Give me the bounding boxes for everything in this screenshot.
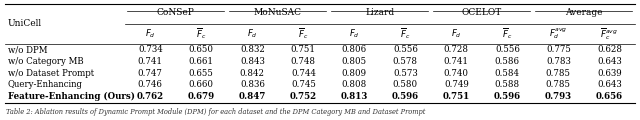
Text: $\overline{F}_c$: $\overline{F}_c$ <box>502 27 513 41</box>
Text: $F_d$: $F_d$ <box>145 28 156 40</box>
Text: 0.556: 0.556 <box>393 45 418 54</box>
Text: 0.813: 0.813 <box>340 92 368 101</box>
Text: 0.556: 0.556 <box>495 45 520 54</box>
Text: 0.762: 0.762 <box>137 92 164 101</box>
Text: 0.836: 0.836 <box>240 80 265 89</box>
Text: 0.809: 0.809 <box>342 69 367 78</box>
Text: 0.808: 0.808 <box>342 80 367 89</box>
Text: Feature-Enhancing (Ours): Feature-Enhancing (Ours) <box>8 92 134 101</box>
Text: w/o Dataset Prompt: w/o Dataset Prompt <box>8 69 94 78</box>
Text: w/o DPM: w/o DPM <box>8 45 47 54</box>
Text: 0.596: 0.596 <box>392 92 419 101</box>
Text: 0.785: 0.785 <box>546 80 571 89</box>
Text: MoNuSAC: MoNuSAC <box>254 8 302 17</box>
Text: 0.655: 0.655 <box>189 69 214 78</box>
Text: 0.661: 0.661 <box>189 57 214 66</box>
Text: 0.746: 0.746 <box>138 80 163 89</box>
Text: 0.847: 0.847 <box>239 92 266 101</box>
Text: 0.744: 0.744 <box>291 69 316 78</box>
Text: 0.580: 0.580 <box>393 80 418 89</box>
Text: $\overline{F}_c$: $\overline{F}_c$ <box>400 27 410 41</box>
Text: 0.842: 0.842 <box>240 69 265 78</box>
Text: 0.793: 0.793 <box>545 92 572 101</box>
Text: $F_d$: $F_d$ <box>451 28 461 40</box>
Text: 0.734: 0.734 <box>138 45 163 54</box>
Text: $F_d$: $F_d$ <box>247 28 258 40</box>
Text: 0.740: 0.740 <box>444 69 469 78</box>
Text: w/o Category MB: w/o Category MB <box>8 57 83 66</box>
Text: 0.650: 0.650 <box>189 45 214 54</box>
Text: 0.748: 0.748 <box>291 57 316 66</box>
Text: 0.588: 0.588 <box>495 80 520 89</box>
Text: $F_d^{avg}$: $F_d^{avg}$ <box>549 27 568 41</box>
Text: Table 2: Ablation results of Dynamic Prompt Module (DPM) for each dataset and th: Table 2: Ablation results of Dynamic Pro… <box>6 108 426 116</box>
Text: 0.741: 0.741 <box>444 57 469 66</box>
Text: Average: Average <box>565 8 603 17</box>
Text: 0.584: 0.584 <box>495 69 520 78</box>
Text: 0.749: 0.749 <box>444 80 468 89</box>
Text: 0.578: 0.578 <box>393 57 418 66</box>
Text: 0.745: 0.745 <box>291 80 316 89</box>
Text: 0.656: 0.656 <box>596 92 623 101</box>
Text: 0.752: 0.752 <box>290 92 317 101</box>
Text: 0.741: 0.741 <box>138 57 163 66</box>
Text: 0.639: 0.639 <box>597 69 621 78</box>
Text: 0.843: 0.843 <box>240 57 265 66</box>
Text: $\overline{F}_c$: $\overline{F}_c$ <box>196 27 207 41</box>
Text: OCELOT: OCELOT <box>461 8 502 17</box>
Text: 0.805: 0.805 <box>342 57 367 66</box>
Text: CoNSeP: CoNSeP <box>157 8 195 17</box>
Text: 0.728: 0.728 <box>444 45 469 54</box>
Text: UniCell: UniCell <box>8 19 42 28</box>
Text: 0.596: 0.596 <box>494 92 521 101</box>
Text: 0.775: 0.775 <box>546 45 571 54</box>
Text: 0.747: 0.747 <box>138 69 163 78</box>
Text: $\overline{F}_c$: $\overline{F}_c$ <box>298 27 308 41</box>
Text: 0.806: 0.806 <box>342 45 367 54</box>
Text: 0.628: 0.628 <box>597 45 622 54</box>
Text: 0.751: 0.751 <box>443 92 470 101</box>
Text: 0.783: 0.783 <box>546 57 571 66</box>
Text: $\overline{F}_c^{avg}$: $\overline{F}_c^{avg}$ <box>600 26 618 42</box>
Text: 0.660: 0.660 <box>189 80 214 89</box>
Text: 0.679: 0.679 <box>188 92 215 101</box>
Text: 0.573: 0.573 <box>393 69 418 78</box>
Text: 0.832: 0.832 <box>240 45 265 54</box>
Text: 0.785: 0.785 <box>546 69 571 78</box>
Text: $F_d$: $F_d$ <box>349 28 360 40</box>
Text: 0.643: 0.643 <box>597 57 621 66</box>
Text: Lizard: Lizard <box>365 8 394 17</box>
Text: 0.751: 0.751 <box>291 45 316 54</box>
Text: 0.586: 0.586 <box>495 57 520 66</box>
Text: 0.643: 0.643 <box>597 80 621 89</box>
Text: Query-Enhancing: Query-Enhancing <box>8 80 83 89</box>
